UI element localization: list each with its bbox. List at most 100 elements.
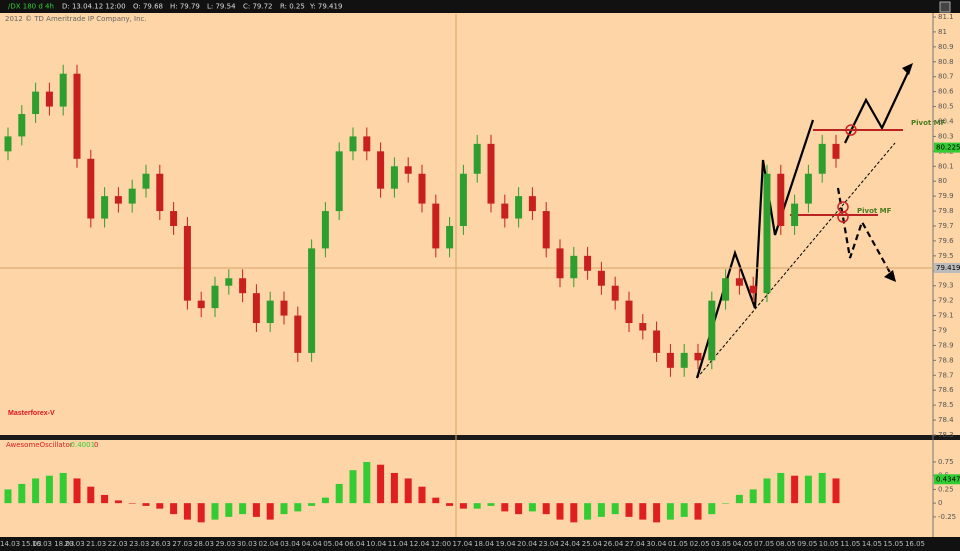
candle-body (45, 91, 53, 107)
oscillator-title: AwesomeOscillator (6, 441, 73, 449)
oscillator-value: -0.4001 (68, 441, 95, 449)
x-tick-label: 24.04 (560, 540, 581, 548)
x-tick-label: 18.04 (474, 540, 495, 548)
candle-body (694, 352, 702, 361)
x-tick-label: 16.03 18.03 (32, 540, 74, 548)
panel-divider (0, 435, 960, 440)
price-box (934, 262, 960, 273)
candle-body (432, 203, 440, 249)
y-tick-label: 78.7 (938, 371, 954, 379)
zoom-button[interactable] (939, 1, 951, 13)
x-tick-label: 10.05 (819, 540, 839, 548)
y-tick-label: 80.8 (938, 58, 954, 66)
x-tick-label: 17.04 (452, 540, 473, 548)
candle-body (473, 143, 481, 174)
candle-body (666, 352, 674, 368)
candle-body (584, 255, 592, 271)
oscillator-bar (73, 478, 81, 504)
candle-body (101, 196, 109, 219)
y-tick-label: 78.4 (938, 416, 954, 424)
x-tick-label: 22.03 (108, 540, 128, 548)
oscillator-bar (32, 478, 40, 504)
x-tick-label: 16.05 (905, 540, 925, 548)
arrow-head (902, 63, 913, 75)
x-tick-label: 26.04 (603, 540, 624, 548)
y-tick-label: 78.3 (938, 431, 954, 439)
y-tick-label: 78.5 (938, 401, 954, 409)
candle-body (170, 211, 178, 226)
candle-body (32, 91, 40, 115)
oscillator-bar (570, 503, 578, 523)
candle-body (4, 136, 12, 152)
candle-body (239, 278, 247, 294)
x-tick-label: 12.04 (409, 540, 430, 548)
y-tick-label: 80.6 (938, 88, 954, 96)
y-tick-label: 80.4 (938, 117, 954, 125)
oscillator-bar (473, 503, 481, 509)
oscillator-bar (501, 503, 509, 512)
x-tick-label: 10.04 (366, 540, 387, 548)
x-tick-label: 02.05 (690, 540, 710, 548)
oscillator-bar (170, 503, 178, 515)
candle-body (363, 136, 371, 152)
x-tick-label: 23.03 (129, 540, 149, 548)
oscillator-bar (266, 503, 274, 520)
candle-body (653, 330, 661, 353)
candle-body (735, 278, 743, 286)
oscillator-bar (363, 461, 371, 504)
x-tick-label: 06.04 (345, 540, 366, 548)
candle-body (556, 248, 564, 279)
x-tick-label: 02.04 (259, 540, 280, 548)
oscillator-bar (446, 503, 454, 506)
y-tick-label: -0.25 (938, 513, 956, 521)
x-tick-label: 11.05 (840, 540, 860, 548)
x-tick-label: 30.04 (646, 540, 667, 548)
candle-body (749, 285, 757, 294)
oscillator-bar (542, 503, 550, 515)
oscillator-bar (183, 503, 191, 520)
candle-body (197, 300, 205, 309)
y-tick-label: 79 (938, 326, 947, 334)
y-tick-label: 80.3 (938, 132, 954, 140)
candle-body (252, 293, 260, 324)
oscillator-bar (597, 503, 605, 517)
copyright: 2012 © TD Ameritrade IP Company, Inc. (5, 15, 147, 23)
candle-body (335, 151, 343, 212)
pivot-circle (845, 124, 857, 136)
y-tick-label: 78.9 (938, 341, 954, 349)
oscillator-bar (114, 500, 122, 504)
y-tick-label: 80.7 (938, 73, 954, 81)
x-tick-label: 30.03 (237, 540, 257, 548)
oscillator-bar (611, 503, 619, 515)
candle-body (390, 166, 398, 189)
y-value: Y: 79.419 (309, 3, 342, 11)
current-price-label: 80.225 (936, 144, 960, 152)
time-axis (0, 537, 960, 551)
candle-body (639, 323, 647, 331)
x-tick-label: 28.03 (194, 540, 214, 548)
y-tick-label: 80.9 (938, 43, 954, 51)
oscillator-bar (225, 503, 233, 517)
oscillator-bar (404, 478, 412, 504)
oscillator-bar (763, 478, 771, 504)
candle-body (818, 143, 826, 174)
candle-body (722, 278, 730, 301)
x-tick-label: 04.05 (733, 540, 753, 548)
candle-body (418, 173, 426, 204)
candle-body (791, 203, 799, 226)
oscillator-bar (528, 503, 536, 512)
oscillator-bar (59, 472, 67, 504)
x-tick-label: 29.03 (215, 540, 235, 548)
symbol: /DX 180 d 4h (8, 3, 54, 11)
y-tick-label: 79.6 (938, 237, 954, 245)
candle-body (625, 300, 633, 324)
x-tick-label: 20.04 (517, 540, 538, 548)
open: O: 79.68 (133, 3, 163, 11)
y-tick-label: 79.5 (938, 252, 954, 260)
candle-body (156, 173, 164, 212)
y-tick-label: 79.7 (938, 222, 954, 230)
y-tick-label: 0.25 (938, 485, 954, 493)
candle-body (308, 248, 316, 353)
x-tick-label: 19.04 (496, 540, 517, 548)
y-tick-label: 79.1 (938, 312, 954, 320)
